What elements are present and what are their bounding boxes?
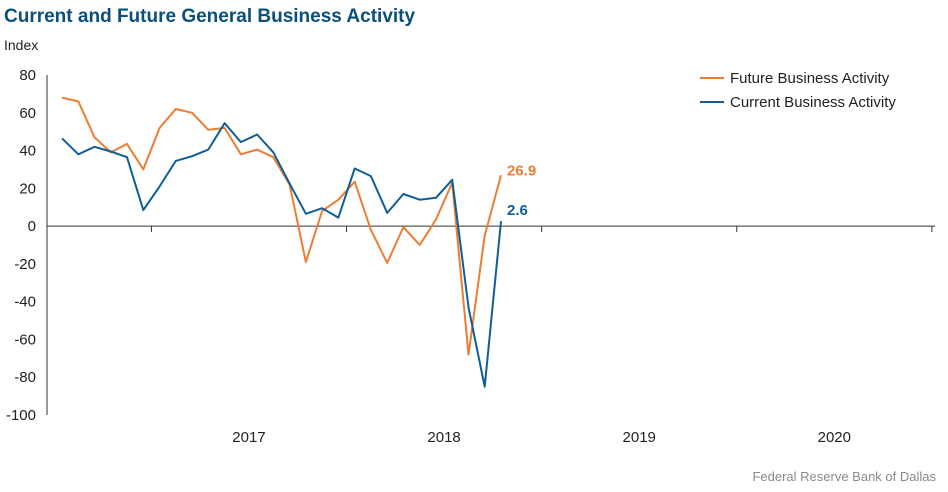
y-axis-label: Index <box>4 37 38 53</box>
y-tick-label: 20 <box>19 180 36 197</box>
y-tick-label: 0 <box>28 218 36 235</box>
legend-entry: Current Business Activity <box>730 94 896 111</box>
legend: Future Business Activity Current Business… <box>700 70 896 111</box>
chart-title: Current and Future General Business Acti… <box>4 6 416 27</box>
series-end-labels: 26.9 2.6 <box>507 162 536 219</box>
y-tick-label: 40 <box>19 143 36 160</box>
source-note: Federal Reserve Bank of Dallas <box>752 469 936 484</box>
legend-entry: Future Business Activity <box>730 70 890 87</box>
y-axis-tick-labels: -100 -80 -60 -40 -20 0 20 40 60 80 <box>6 67 36 424</box>
end-value-label: 26.9 <box>507 162 536 179</box>
y-tick-label: -20 <box>14 256 36 273</box>
x-tick-label: 2020 <box>818 429 851 446</box>
y-tick-label: -60 <box>14 331 36 348</box>
y-tick-label: -100 <box>6 407 36 424</box>
y-tick-label: -80 <box>14 369 36 386</box>
y-tick-label: 60 <box>19 105 36 122</box>
x-tick-label: 2018 <box>427 429 460 446</box>
y-tick-label: 80 <box>19 67 36 84</box>
x-axis-ticks: 2017 2018 2019 2020 <box>150 226 933 446</box>
x-tick-label: 2017 <box>232 429 265 446</box>
y-tick-label: -40 <box>14 294 36 311</box>
x-tick-label: 2019 <box>623 429 656 446</box>
end-value-label: 2.6 <box>507 202 528 219</box>
series-lines <box>61 96 502 388</box>
series-line-current <box>61 122 502 388</box>
series-line-future <box>61 96 502 356</box>
